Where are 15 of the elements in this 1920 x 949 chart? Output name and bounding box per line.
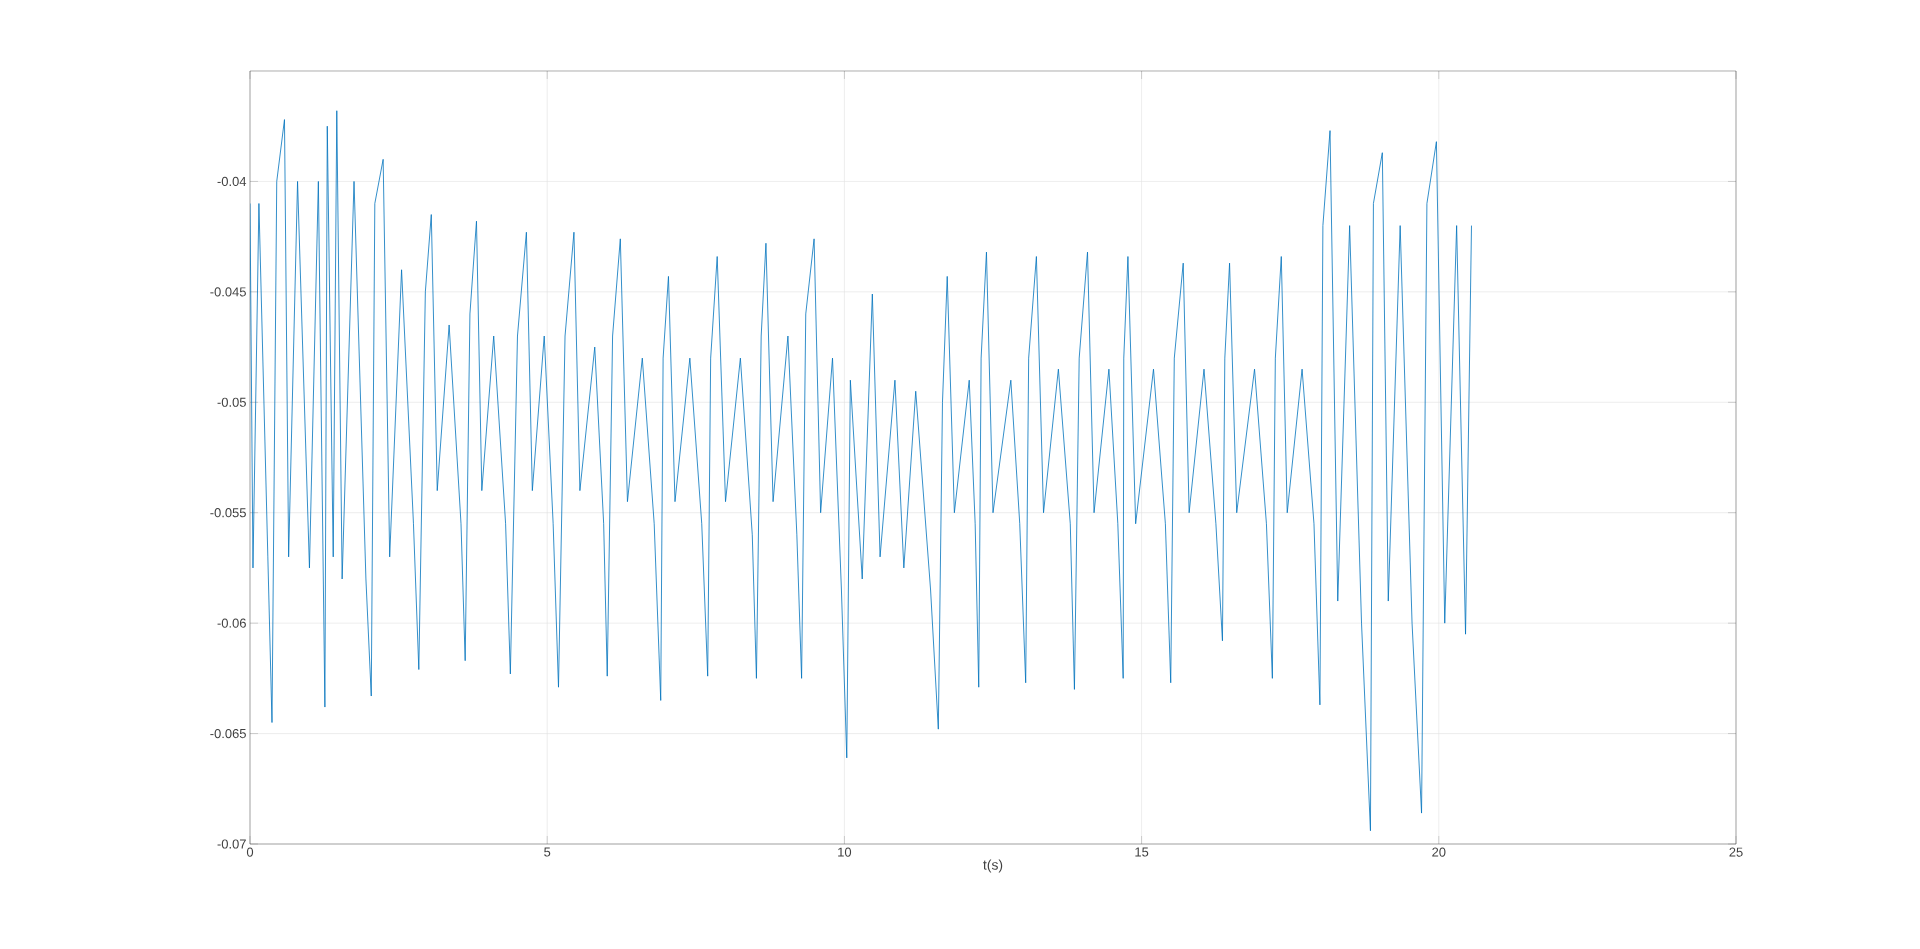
y-tick-label: -0.05 [217, 397, 246, 407]
y-tick-label: -0.065 [210, 728, 246, 739]
x-tick-label: 10 [838, 847, 852, 857]
x-tick-label: 0 [246, 847, 254, 857]
x-tick-label: 20 [1432, 847, 1446, 857]
y-tick-label: -0.055 [210, 508, 246, 518]
y-tick-label: -0.07 [217, 839, 246, 849]
x-tick-label: 25 [1729, 847, 1743, 857]
y-tick-label: -0.06 [217, 618, 246, 628]
line-series [250, 110, 1472, 832]
x-tick-label: 5 [544, 847, 551, 857]
y-tick-label: -0.045 [210, 287, 246, 297]
y-tick-label: -0.04 [217, 176, 247, 187]
x-tick-label: 15 [1135, 847, 1149, 857]
x-axis-title: t(s) [983, 859, 1003, 873]
